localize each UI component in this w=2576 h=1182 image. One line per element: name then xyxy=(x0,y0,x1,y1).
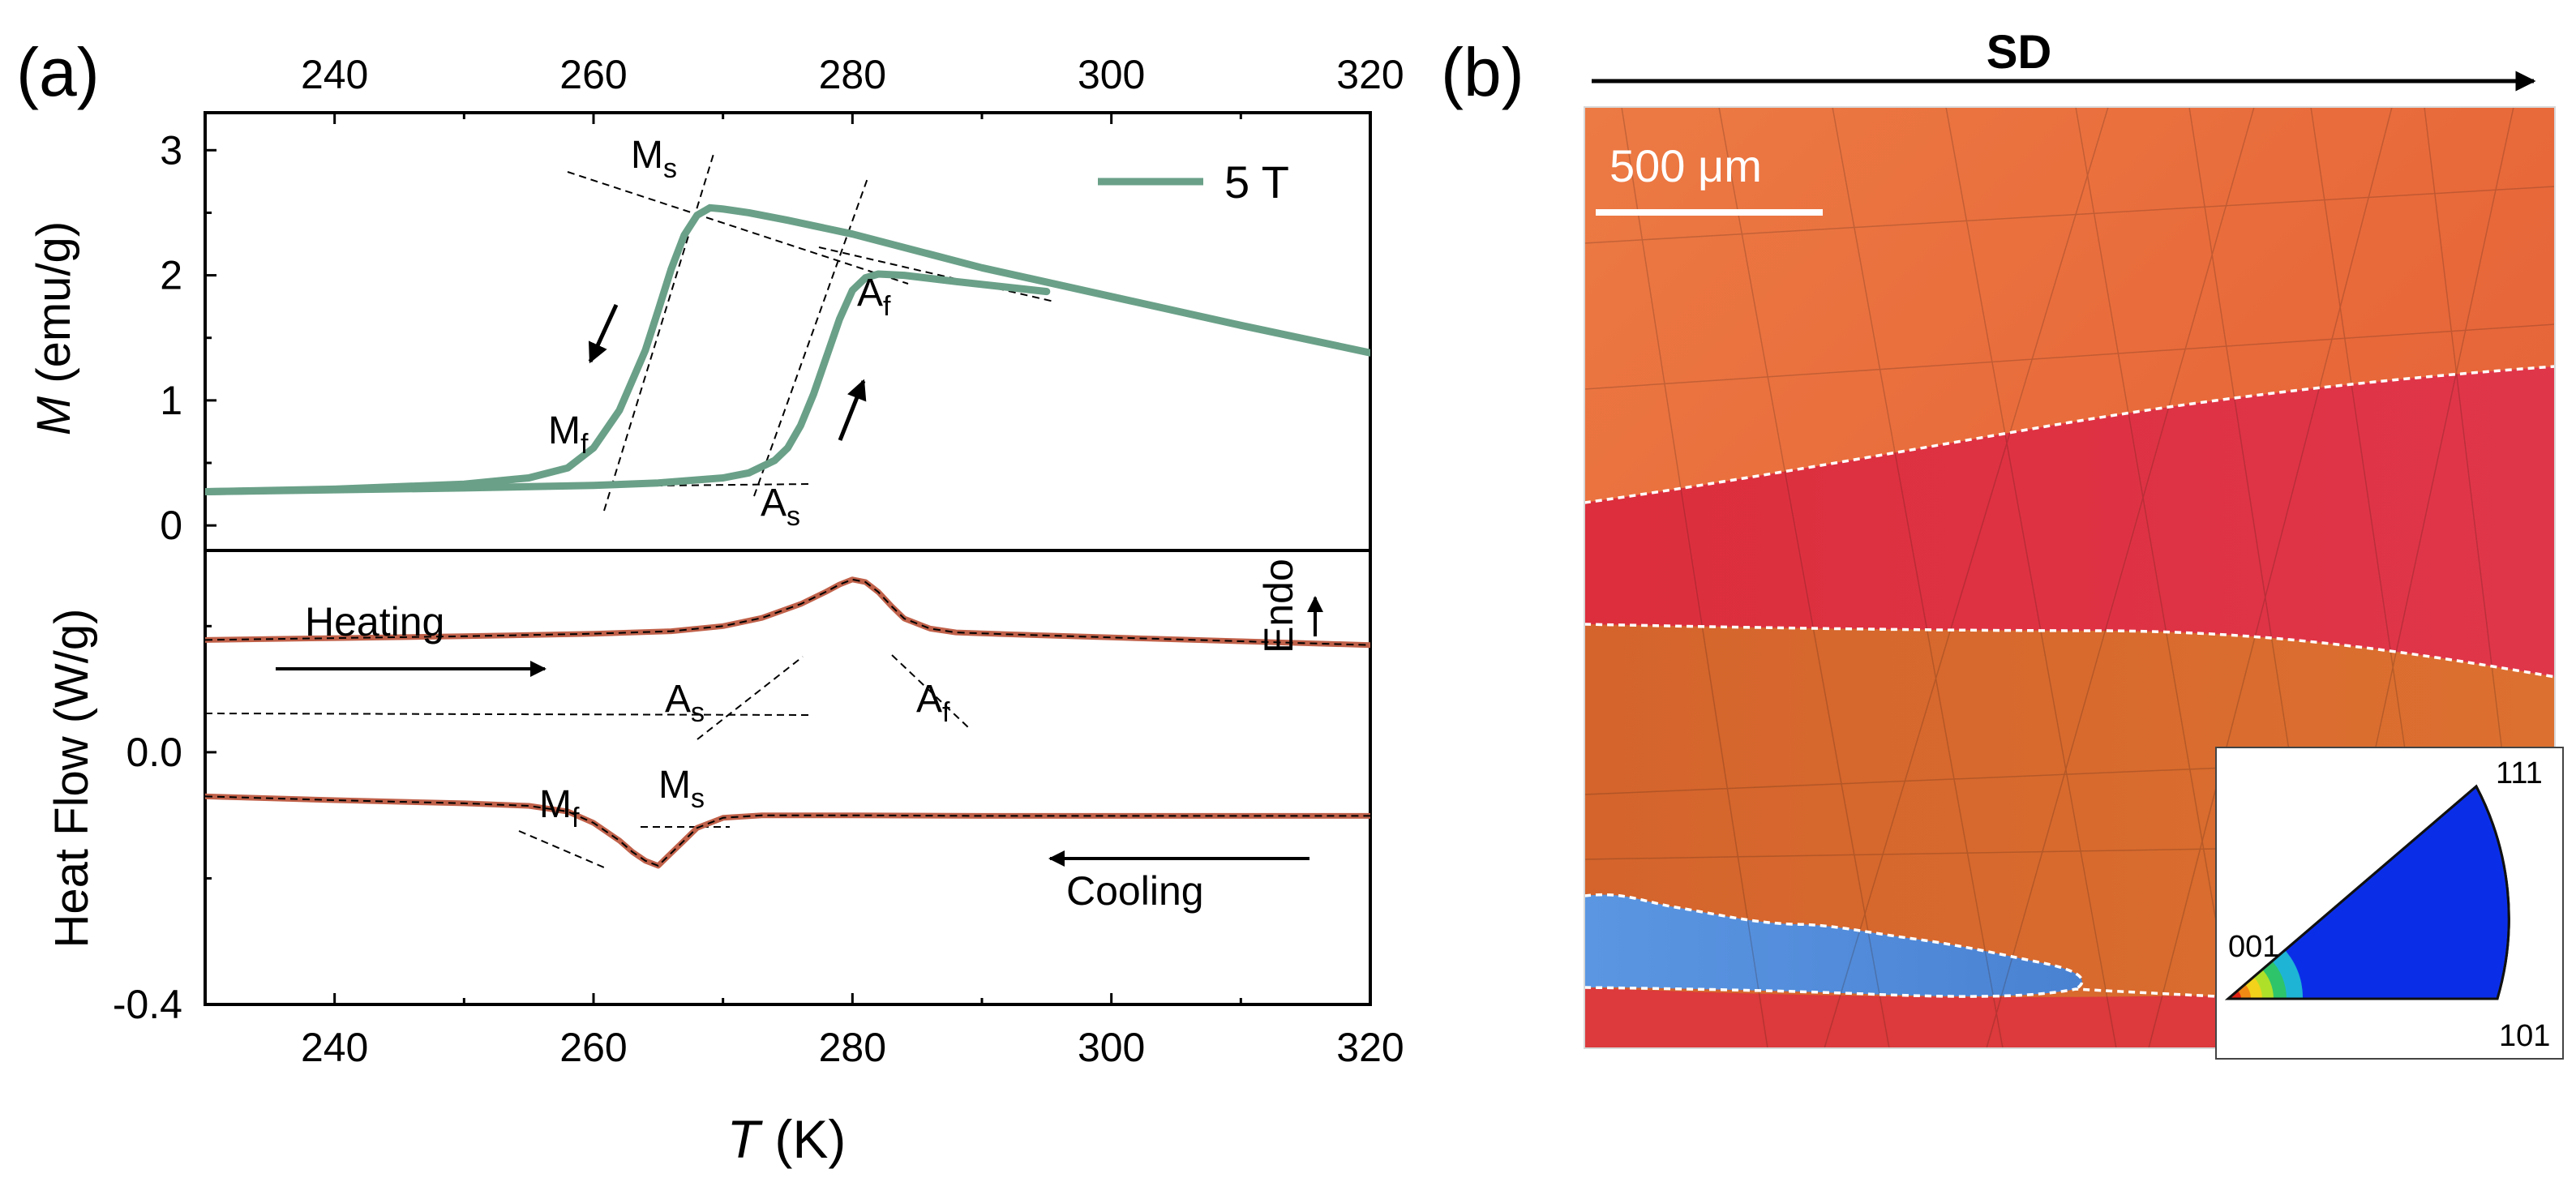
ipf-label-101: 101 xyxy=(2499,1019,2550,1053)
grain-blue xyxy=(1584,894,2082,997)
panel-b-label: (b) xyxy=(1441,34,1524,110)
hf-y-axis: 0.0 -0.4 xyxy=(113,624,216,1027)
chart-frame xyxy=(204,111,1372,1006)
label-af-top: Af xyxy=(857,272,891,322)
hf-y-tick-label: -0.4 xyxy=(113,982,182,1027)
cooling-label: Cooling xyxy=(1066,868,1204,914)
panel-a-label: (a) xyxy=(16,34,100,110)
ipf-label-001: 001 xyxy=(2228,930,2279,964)
top-x-tick-label: 280 xyxy=(819,52,886,97)
m-curve-cooling xyxy=(205,203,1370,495)
micrograph-frame xyxy=(1584,106,2556,1049)
endo-label: Endo xyxy=(1256,559,1301,653)
direction-label: SD xyxy=(1987,26,2052,79)
top-x-tick-label: 300 xyxy=(1078,52,1145,97)
top-x-tick-label: 240 xyxy=(301,52,368,97)
bottom-x-axis: 240 260 280 300 320 xyxy=(204,993,1404,1070)
grain-boundary-2 xyxy=(1584,623,2555,679)
hf-curve-heating-fit xyxy=(205,578,1370,646)
legend: 5 T xyxy=(1098,156,1289,208)
grain-red xyxy=(1584,366,2555,677)
bottom-x-tick-label: 260 xyxy=(559,1025,627,1070)
label-mf-top: Mf xyxy=(548,409,589,460)
top-x-tick-label: 260 xyxy=(559,52,627,97)
hf-curve-cooling-fit xyxy=(205,795,1370,867)
hf-y-tick-label: 0.0 xyxy=(126,730,182,775)
top-x-axis: 240 260 280 300 320 xyxy=(204,52,1404,124)
legend-label: 5 T xyxy=(1224,156,1289,208)
hf-curve-cooling xyxy=(205,793,1370,869)
scale-bar xyxy=(1596,209,1823,216)
m-tangent-lines xyxy=(205,153,1055,512)
m-y-tick-label: 2 xyxy=(160,253,182,298)
label-af-bottom: Af xyxy=(916,678,950,728)
top-x-tick-label: 320 xyxy=(1336,52,1404,97)
label-ms-bottom: Ms xyxy=(658,764,705,814)
m-y-tick-label: 3 xyxy=(160,127,182,173)
heating-label: Heating xyxy=(305,599,444,645)
m-y-tick-label: 0 xyxy=(160,503,182,548)
ipf-inset: 001 101 111 xyxy=(2215,747,2564,1060)
grain-boundary-3 xyxy=(1584,893,2084,991)
bottom-x-tick-label: 280 xyxy=(819,1025,886,1070)
hf-tangent-lines xyxy=(205,654,970,868)
direction-arrows-m xyxy=(588,303,867,441)
label-mf-bottom: Mf xyxy=(539,783,580,833)
bottom-x-tick-label: 320 xyxy=(1336,1025,1404,1070)
m-y-axis: 0 1 2 3 xyxy=(160,127,216,548)
m-axis-title: M (emu/g) xyxy=(28,221,80,435)
ipf-label-111: 111 xyxy=(2496,756,2543,790)
label-ms-top: Ms xyxy=(631,134,677,184)
label-as-top: As xyxy=(761,482,800,532)
scale-bar-label: 500 μm xyxy=(1609,140,1762,191)
bottom-x-tick-label: 300 xyxy=(1078,1025,1145,1070)
m-y-tick-label: 1 xyxy=(160,378,182,423)
bottom-x-tick-label: 240 xyxy=(301,1025,368,1070)
m-curve-heating xyxy=(205,270,1051,495)
hf-axis-title: Heat Flow (W/g) xyxy=(45,609,98,949)
label-as-bottom: As xyxy=(665,678,705,728)
x-axis-title: T (K) xyxy=(727,1109,847,1169)
